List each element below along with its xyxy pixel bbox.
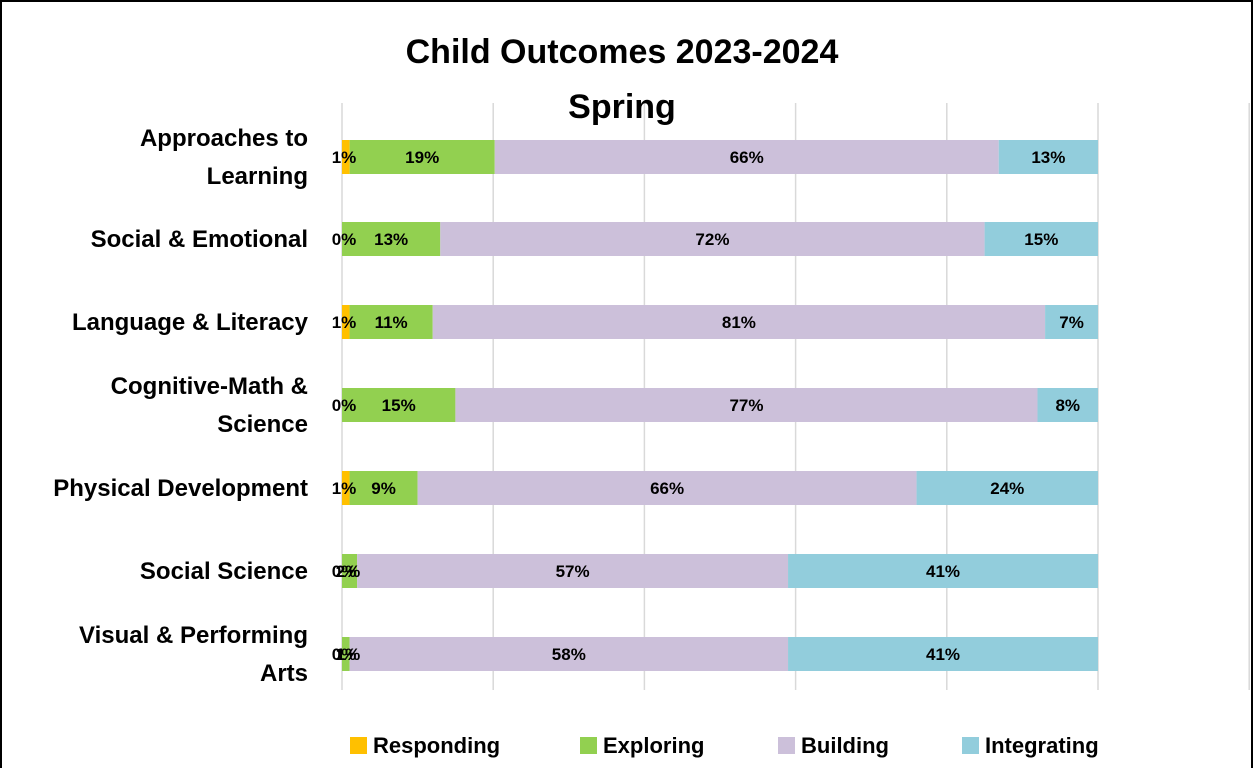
legend-swatch — [580, 737, 597, 754]
category-label: Social & Emotional — [91, 226, 308, 253]
data-label: 58% — [552, 645, 586, 664]
legend-label: Responding — [373, 733, 500, 758]
data-label: 0% — [332, 562, 357, 581]
category-label: Physical Development — [53, 475, 308, 502]
data-label: 1% — [336, 645, 361, 664]
legend-swatch — [350, 737, 367, 754]
data-label: 15% — [1024, 230, 1058, 249]
bar-segment — [342, 637, 350, 671]
bars: 1% 19% 66% 13% 0% 13% 72% 15% 1% 11% 81% 7% 0% 15% 77%… — [332, 140, 1098, 671]
category-label: Social Science — [140, 558, 308, 585]
category-labels: Approaches to Learning Social & Emotional L… — [53, 125, 308, 687]
bar-segment — [1037, 388, 1098, 422]
category-label: Science — [217, 411, 308, 438]
bar-segment — [494, 140, 999, 174]
category-label: Approaches to — [140, 125, 308, 152]
bar-segment — [984, 222, 1098, 256]
data-label: 41% — [926, 562, 960, 581]
data-label: 24% — [990, 479, 1024, 498]
data-label: 15% — [382, 396, 416, 415]
data-label: 1% — [332, 313, 357, 332]
bar-segment — [349, 140, 495, 174]
bar-segment — [357, 554, 789, 588]
legend-swatch — [778, 737, 795, 754]
bar-segment — [1045, 305, 1098, 339]
bar-segment — [440, 222, 985, 256]
data-label: 0% — [332, 645, 357, 664]
bar-segment — [342, 222, 441, 256]
data-label: 81% — [722, 313, 756, 332]
category-label: Learning — [207, 163, 308, 190]
bar-segment — [342, 305, 350, 339]
data-label: 0% — [332, 230, 357, 249]
category-label: Cognitive-Math & — [111, 373, 308, 400]
bar-segment — [788, 637, 1098, 671]
legend-label: Integrating — [985, 733, 1099, 758]
data-label: 7% — [1059, 313, 1084, 332]
chart-subtitle: Spring — [568, 88, 676, 126]
category-label: Visual & Performing — [79, 622, 308, 649]
data-label: 77% — [729, 396, 763, 415]
bar-segment — [342, 388, 456, 422]
data-label: 13% — [374, 230, 408, 249]
data-label: 0% — [332, 396, 357, 415]
data-label: 66% — [730, 148, 764, 167]
data-label: 2% — [336, 562, 361, 581]
data-label: 11% — [375, 313, 408, 332]
bar-segment — [916, 471, 1098, 505]
data-label: 41% — [926, 645, 960, 664]
bar-segment — [342, 471, 350, 505]
data-label: 13% — [1031, 148, 1065, 167]
data-label: 8% — [1055, 396, 1080, 415]
legend-label: Exploring — [603, 733, 704, 758]
chart-title: Child Outcomes 2023-2024 — [406, 33, 839, 71]
legend: Responding Exploring Building Integrating — [350, 733, 1099, 758]
data-label: 1% — [332, 148, 357, 167]
data-label: 66% — [650, 479, 684, 498]
bar-segment — [349, 305, 433, 339]
bar-segment — [342, 554, 358, 588]
bar-segment — [417, 471, 917, 505]
data-label: 1% — [332, 479, 357, 498]
data-label: 19% — [405, 148, 439, 167]
data-label: 57% — [556, 562, 590, 581]
category-label: Language & Literacy — [72, 309, 309, 336]
data-label: 9% — [371, 479, 396, 498]
data-label: 72% — [695, 230, 729, 249]
bar-segment — [349, 637, 789, 671]
legend-label: Building — [801, 733, 889, 758]
legend-swatch — [962, 737, 979, 754]
bar-segment — [349, 471, 418, 505]
bar-segment — [432, 305, 1046, 339]
bar-segment — [342, 140, 350, 174]
bar-segment — [455, 388, 1038, 422]
bar-segment — [998, 140, 1098, 174]
bar-segment — [788, 554, 1098, 588]
category-label: Arts — [260, 660, 308, 687]
